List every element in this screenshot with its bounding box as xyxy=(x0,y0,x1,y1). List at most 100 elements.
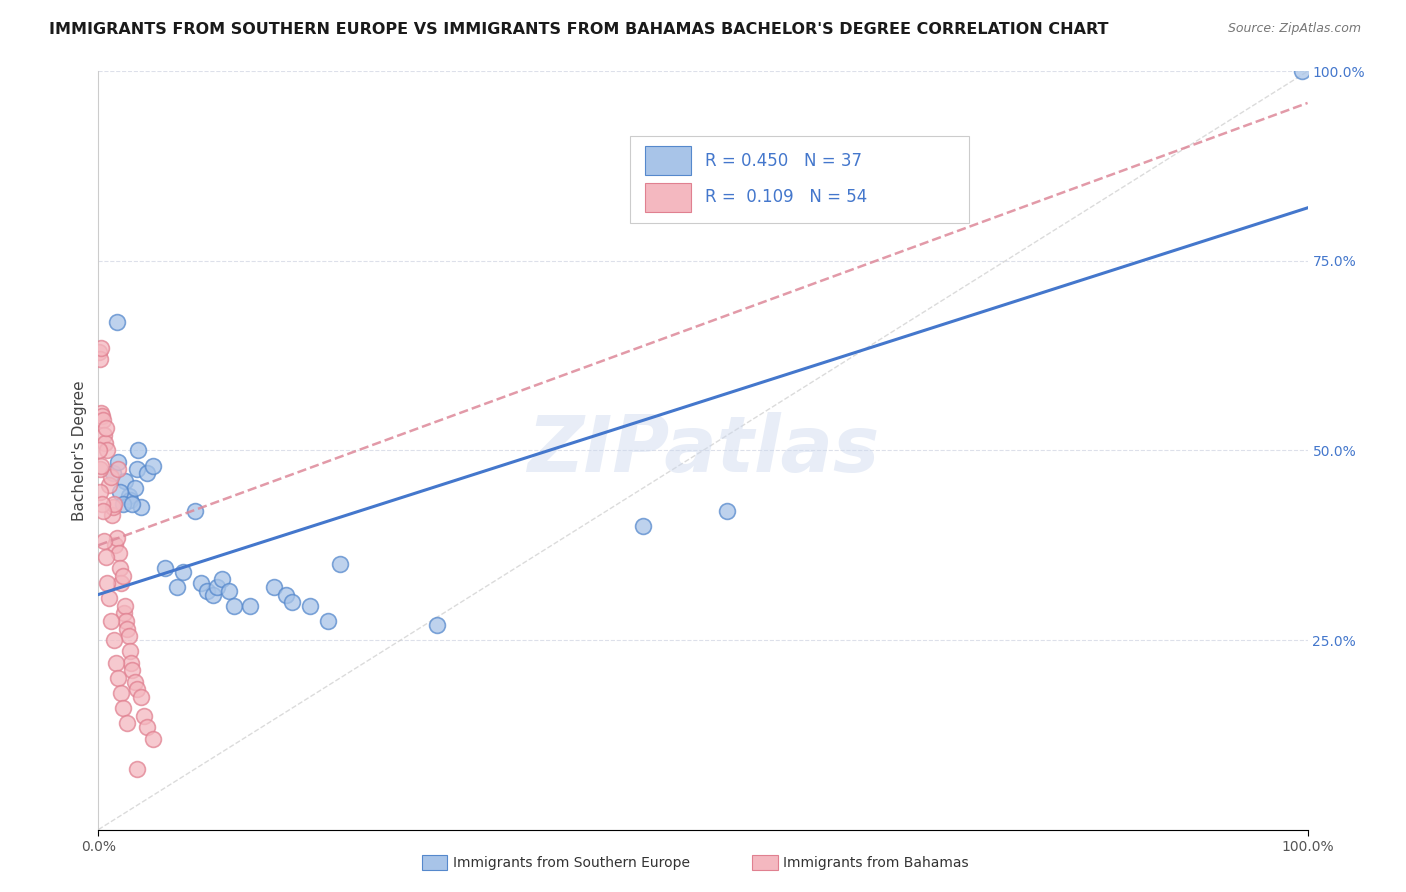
Point xyxy=(117,622,139,636)
Point xyxy=(316,614,339,628)
Point xyxy=(166,580,188,594)
Point xyxy=(90,405,112,420)
Point xyxy=(94,549,117,564)
Point xyxy=(118,489,141,503)
Text: IMMIGRANTS FROM SOUTHERN EUROPE VS IMMIGRANTS FROM BAHAMAS BACHELOR'S DEGREE COR: IMMIGRANTS FROM SOUTHERN EUROPE VS IMMIG… xyxy=(49,22,1109,37)
Point xyxy=(89,344,111,359)
Point xyxy=(129,500,152,515)
Point xyxy=(107,455,129,469)
Point xyxy=(98,591,121,606)
Point xyxy=(129,690,152,704)
Point xyxy=(118,492,141,507)
Point xyxy=(105,315,128,329)
Point xyxy=(184,504,207,518)
Point xyxy=(222,599,245,613)
Point xyxy=(90,341,112,355)
Point xyxy=(118,629,141,643)
Point xyxy=(101,466,124,480)
Point xyxy=(134,708,156,723)
Point xyxy=(96,576,118,591)
Point xyxy=(103,633,125,648)
Point xyxy=(218,583,240,598)
Point xyxy=(205,580,228,594)
Point xyxy=(104,538,127,552)
Text: Source: ZipAtlas.com: Source: ZipAtlas.com xyxy=(1227,22,1361,36)
Point xyxy=(107,671,129,685)
Point xyxy=(190,576,212,591)
Point xyxy=(93,534,115,549)
Point xyxy=(110,686,132,700)
Point xyxy=(127,462,149,476)
Point xyxy=(281,595,304,609)
Point xyxy=(114,599,136,613)
Y-axis label: Bachelor's Degree: Bachelor's Degree xyxy=(72,380,87,521)
Point xyxy=(124,482,146,496)
Point xyxy=(1291,64,1313,78)
Point xyxy=(108,561,131,575)
Point xyxy=(172,565,194,579)
Point xyxy=(101,500,124,515)
Point xyxy=(127,443,149,458)
Point xyxy=(142,458,165,473)
Point xyxy=(329,557,352,572)
Point xyxy=(90,496,112,510)
Point xyxy=(263,580,285,594)
Point xyxy=(96,421,118,435)
Point xyxy=(127,682,149,697)
Point xyxy=(120,656,142,670)
Point xyxy=(426,617,449,632)
Point xyxy=(127,762,149,776)
Text: ZIPatlas: ZIPatlas xyxy=(527,412,879,489)
Point xyxy=(108,546,131,560)
Point xyxy=(211,573,233,587)
Point xyxy=(94,436,117,450)
Point xyxy=(117,716,139,731)
Point xyxy=(118,644,141,658)
Bar xyxy=(645,146,690,175)
Point xyxy=(115,614,138,628)
Point xyxy=(135,720,157,734)
Point xyxy=(100,614,122,628)
Text: Immigrants from Bahamas: Immigrants from Bahamas xyxy=(783,855,969,870)
Point xyxy=(89,352,111,367)
Point xyxy=(108,485,131,500)
Point xyxy=(239,599,262,613)
Point xyxy=(631,519,654,533)
Point xyxy=(114,474,136,488)
Point xyxy=(93,428,115,442)
Point xyxy=(89,485,111,500)
Point xyxy=(91,504,114,518)
Point xyxy=(105,531,128,545)
Point xyxy=(97,477,120,491)
Point xyxy=(91,409,114,424)
Point xyxy=(89,462,111,476)
Point xyxy=(100,470,122,484)
Point xyxy=(104,656,127,670)
Point xyxy=(716,504,738,518)
Point xyxy=(299,599,322,613)
Point xyxy=(96,443,118,458)
Point xyxy=(107,462,129,476)
Point xyxy=(202,588,225,602)
Point xyxy=(112,701,135,715)
Point xyxy=(90,458,112,473)
Text: R = 0.450   N = 37: R = 0.450 N = 37 xyxy=(706,152,862,169)
Point xyxy=(135,466,157,480)
Point xyxy=(100,508,122,522)
Point xyxy=(121,664,143,678)
Point xyxy=(195,583,218,598)
Point xyxy=(111,496,134,510)
Point xyxy=(274,588,297,602)
Point xyxy=(142,731,165,746)
Point xyxy=(103,496,125,510)
Bar xyxy=(645,183,690,211)
Point xyxy=(124,674,146,689)
Text: Immigrants from Southern Europe: Immigrants from Southern Europe xyxy=(453,855,690,870)
Point xyxy=(87,443,110,458)
Point xyxy=(110,576,132,591)
Text: R =  0.109   N = 54: R = 0.109 N = 54 xyxy=(706,188,868,206)
Point xyxy=(112,607,135,621)
FancyBboxPatch shape xyxy=(630,136,969,223)
Point xyxy=(91,413,114,427)
Point xyxy=(121,496,143,510)
